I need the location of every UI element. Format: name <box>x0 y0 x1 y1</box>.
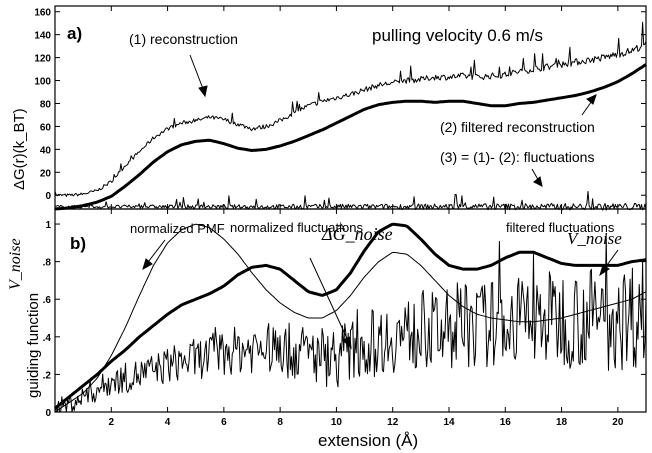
y-tick-label: .2 <box>43 370 52 381</box>
x-tick-label: 18 <box>556 417 568 428</box>
annotation-reconstruction: (1) reconstruction <box>129 31 238 47</box>
annotation-fluctuations-formula: (3) = (1)- (2): fluctuations <box>440 149 594 165</box>
y-tick-label: 80 <box>40 99 52 110</box>
x-tick-label: 2 <box>109 417 115 428</box>
y-tick-label: 0 <box>45 408 51 419</box>
x-axis-title: extension (Å) <box>318 431 418 450</box>
delta-g-noise-symbol: ΔĜ_noise <box>321 223 393 244</box>
y-tick-label: 160 <box>34 8 51 19</box>
x-tick-label: 20 <box>612 417 624 428</box>
y-tick-label: 1 <box>45 220 51 231</box>
series-normalized-pmf-line <box>54 223 647 413</box>
x-tick-label: 14 <box>443 417 455 428</box>
v-noise-symbol-right: V_noise <box>567 229 622 248</box>
panel-a-y-axis-title: ΔG(r)(k_BT) <box>11 108 28 190</box>
annotation-arrows-a <box>189 54 597 187</box>
y-tick-label: 60 <box>40 122 52 133</box>
y-tick-label: 100 <box>34 77 51 88</box>
x-tick-label: 12 <box>387 417 399 428</box>
y-tick-label: .4 <box>43 333 52 344</box>
y-tick-label: 140 <box>34 31 51 42</box>
x-tick-label: 6 <box>221 417 227 428</box>
panel-b-plot-area <box>54 222 647 413</box>
v-noise-symbol-left: V_noise <box>7 238 24 290</box>
x-tick-label: 10 <box>331 417 343 428</box>
annotation-arrows-b <box>142 239 619 350</box>
panel-a-plot-area <box>54 21 647 211</box>
series-2-filtered-reconstruction-line <box>54 63 647 211</box>
y-tick-label: .6 <box>43 295 52 306</box>
y-tick-label: 20 <box>40 168 52 179</box>
y-tick-label: 0 <box>45 191 51 202</box>
annotation-filtered-fluctuations: filtered fluctuations <box>506 220 615 235</box>
series-3-fluctuations-line <box>54 190 647 211</box>
annotation-normalized-fluctuations: normalized fluctuations <box>230 220 363 235</box>
x-tick-label: 4 <box>165 417 171 428</box>
panel-b-label: b) <box>70 234 86 253</box>
panel-b-y-axis-title: guiding function <box>25 293 42 398</box>
annotation-normalized-pmf: normalized PMF <box>130 221 225 236</box>
y-tick-label: 120 <box>34 54 51 65</box>
panel-a-label: a) <box>67 24 82 43</box>
x-tick-label: 16 <box>500 417 512 428</box>
series-filtered-fluctuations-line <box>54 222 647 410</box>
x-tick-label: 8 <box>277 417 283 428</box>
y-tick-label: .8 <box>43 258 52 269</box>
annotation-filtered-reconstruction: (2) filtered reconstruction <box>440 119 595 135</box>
panel-a-y-ticks: 0 20 40 60 80 100 120 140 160 <box>34 6 646 209</box>
panel-a-velocity-note: pulling velocity 0.6 m/s <box>372 26 543 45</box>
y-tick-label: 40 <box>40 145 52 156</box>
series-1-reconstruction-line <box>54 21 647 197</box>
series-normalized-fluctuations-line <box>54 234 647 413</box>
